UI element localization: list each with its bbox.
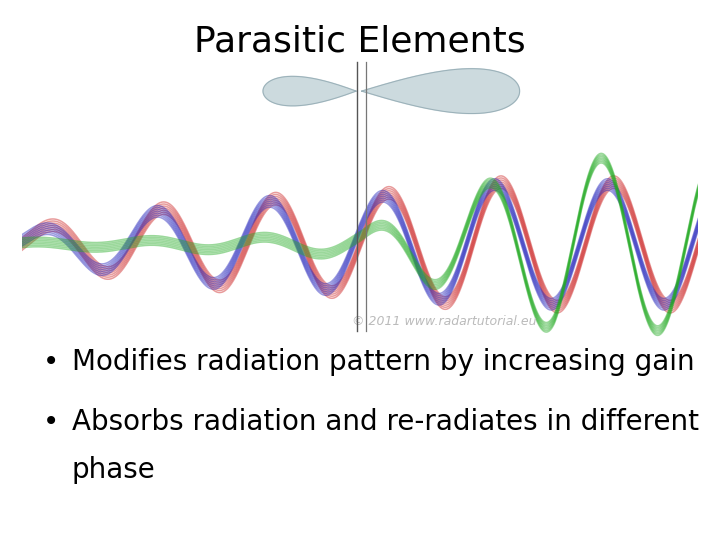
Text: phase: phase [72, 456, 156, 484]
Text: Parasitic Elements: Parasitic Elements [194, 24, 526, 58]
Text: Modifies radiation pattern by increasing gain: Modifies radiation pattern by increasing… [72, 348, 695, 376]
Text: © 2011 www.radartutorial.eu: © 2011 www.radartutorial.eu [352, 315, 537, 328]
Text: •: • [43, 408, 60, 436]
Polygon shape [263, 76, 356, 106]
Polygon shape [361, 69, 520, 113]
Text: Absorbs radiation and re-radiates in different: Absorbs radiation and re-radiates in dif… [72, 408, 699, 436]
Text: •: • [43, 348, 60, 376]
